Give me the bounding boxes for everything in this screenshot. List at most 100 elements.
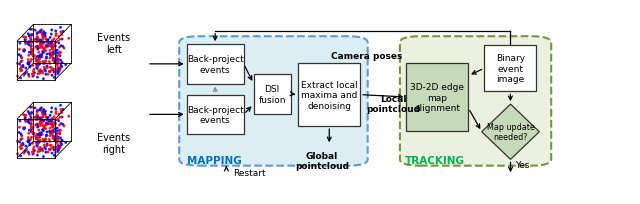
Point — [48, 135, 58, 138]
Point — [36, 46, 46, 49]
Point — [33, 139, 43, 142]
Point — [54, 145, 64, 148]
Text: Back-project
events: Back-project events — [187, 105, 244, 124]
Point — [56, 67, 66, 70]
Point — [49, 146, 59, 149]
Point — [47, 152, 57, 155]
Point — [49, 121, 59, 124]
Point — [26, 45, 36, 48]
Point — [57, 111, 67, 115]
Point — [38, 72, 48, 75]
Point — [32, 33, 42, 37]
Point — [37, 71, 47, 74]
Point — [29, 116, 40, 120]
Point — [12, 62, 22, 66]
Point — [20, 114, 31, 117]
Point — [23, 42, 33, 45]
Point — [48, 136, 58, 139]
Point — [20, 145, 31, 148]
Point — [17, 69, 27, 73]
Point — [57, 61, 67, 64]
Point — [46, 33, 56, 37]
Point — [37, 70, 47, 73]
Point — [52, 140, 63, 143]
Point — [15, 147, 26, 151]
Point — [28, 73, 38, 76]
Point — [56, 45, 66, 48]
Point — [47, 147, 57, 150]
Point — [49, 59, 60, 62]
Point — [20, 37, 30, 40]
Point — [45, 134, 55, 138]
Point — [46, 144, 56, 147]
Point — [33, 76, 43, 79]
Point — [26, 119, 36, 122]
Point — [31, 57, 41, 61]
Point — [25, 143, 35, 147]
Point — [35, 39, 45, 42]
Point — [23, 73, 33, 77]
Point — [45, 45, 55, 48]
Point — [36, 106, 47, 110]
Point — [40, 60, 51, 63]
Point — [53, 138, 63, 142]
Point — [47, 133, 57, 136]
Point — [32, 123, 42, 126]
Point — [15, 132, 26, 136]
Point — [52, 134, 62, 137]
Point — [32, 123, 42, 126]
Point — [26, 45, 36, 48]
Point — [38, 138, 48, 141]
Point — [47, 121, 57, 124]
Point — [35, 134, 45, 137]
Point — [35, 134, 45, 137]
Point — [39, 66, 49, 69]
Point — [23, 120, 33, 124]
Point — [38, 108, 49, 112]
Point — [40, 138, 51, 141]
Point — [35, 71, 45, 74]
Point — [47, 118, 57, 121]
Point — [35, 72, 45, 76]
Point — [15, 141, 25, 144]
Point — [24, 132, 34, 135]
Point — [20, 150, 31, 153]
Point — [41, 135, 51, 138]
Point — [28, 50, 38, 54]
Point — [47, 40, 57, 43]
Point — [31, 38, 42, 41]
Point — [28, 126, 38, 129]
Point — [35, 107, 45, 111]
Point — [48, 131, 58, 134]
Point — [22, 63, 33, 66]
Point — [34, 136, 44, 139]
Point — [49, 71, 59, 74]
Point — [46, 67, 56, 70]
Point — [45, 132, 56, 135]
Point — [59, 125, 69, 128]
Point — [48, 51, 58, 54]
Point — [26, 123, 36, 126]
Point — [42, 67, 52, 70]
Point — [31, 124, 41, 127]
Point — [42, 119, 52, 122]
Point — [23, 120, 33, 123]
Point — [37, 124, 47, 127]
Point — [37, 56, 47, 59]
Point — [37, 34, 47, 37]
Point — [51, 119, 61, 122]
Text: Back-project
events: Back-project events — [187, 55, 244, 74]
Point — [15, 154, 26, 158]
Point — [17, 57, 27, 60]
Text: Global
pointcloud: Global pointcloud — [295, 151, 349, 170]
Point — [15, 55, 26, 58]
Point — [28, 148, 38, 151]
Point — [40, 140, 50, 143]
Point — [34, 55, 44, 58]
Point — [46, 123, 56, 126]
Point — [26, 130, 36, 134]
Point — [19, 49, 29, 52]
Point — [26, 136, 36, 139]
Point — [59, 47, 69, 50]
Point — [56, 129, 66, 132]
